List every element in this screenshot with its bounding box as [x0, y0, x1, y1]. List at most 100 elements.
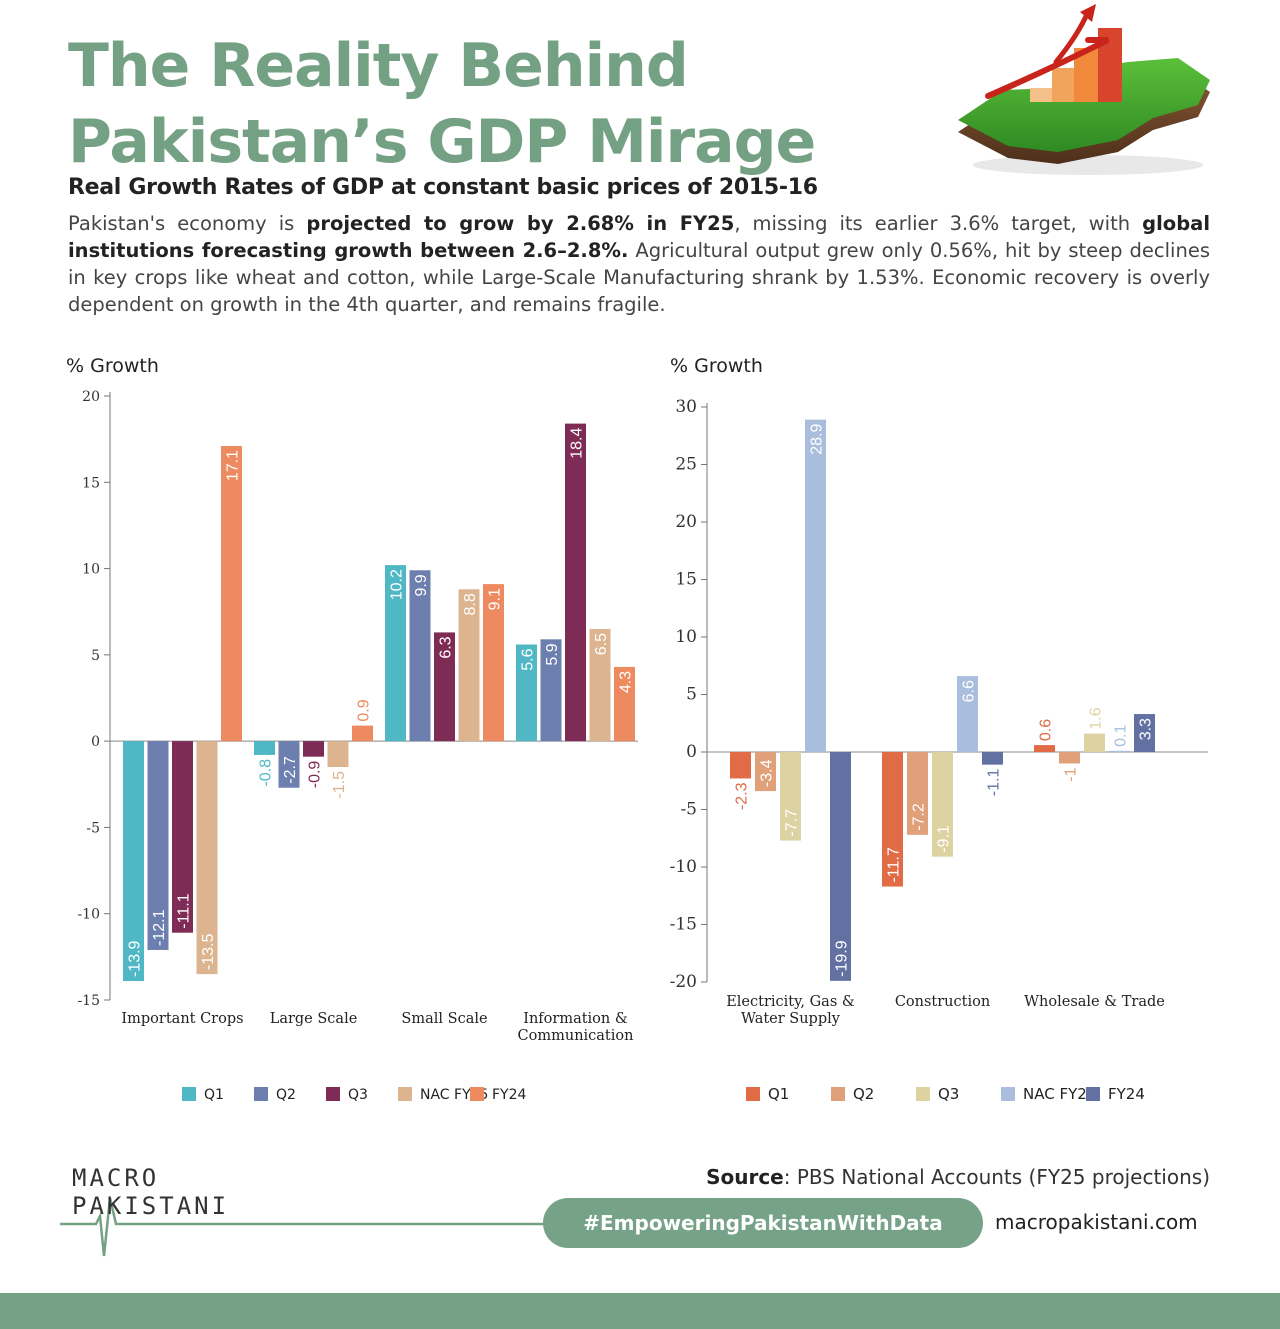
y-tick-label: 20: [675, 512, 697, 532]
bar-important-crops-q1: [123, 741, 144, 982]
data-label: 9.9: [413, 574, 430, 596]
data-label: -9.1: [936, 825, 953, 853]
bar-wholesale-trade-nac-fy25: [1109, 750, 1130, 752]
legend-swatch-nac-fy25: [398, 1087, 412, 1101]
data-label: 0.9: [356, 699, 373, 721]
y-tick-label: 0: [91, 734, 100, 750]
y-tick-label: -5: [680, 800, 697, 820]
y-tick-label: 10: [82, 562, 100, 578]
bar-small-scale-q2: [409, 570, 431, 742]
data-label: 6.3: [438, 636, 455, 658]
data-label: -3.4: [759, 759, 776, 787]
data-label: 18.4: [569, 428, 586, 459]
y-tick-label: -5: [86, 820, 100, 836]
bar-chart-right: % Growth 30 25 20 15 10 5 0 -5 -10 -15 -20 -2.3 -3.4 -…: [670, 355, 1208, 1103]
y-tick-label: 15: [82, 475, 100, 491]
data-label: -11.7: [886, 847, 903, 882]
legend-label: Q1: [204, 1087, 224, 1103]
data-label: -19.9: [834, 940, 851, 977]
source-note: Source: PBS National Accounts (FY25 proj…: [706, 1165, 1210, 1189]
legend-label: Q2: [853, 1085, 874, 1103]
y-tick-label: -20: [670, 972, 697, 992]
y-tick-label: -10: [77, 907, 100, 923]
y-tick-label: -15: [670, 915, 697, 935]
data-label: 10.2: [389, 569, 406, 600]
bar-important-crops-q3: [172, 741, 193, 933]
bar-information-communication-nac-fy25: [589, 628, 611, 742]
data-label: -7.7: [784, 809, 801, 837]
data-label: 6.6: [961, 680, 978, 702]
bar-information-communication-fy24: [614, 666, 635, 742]
y-axis-label: % Growth: [66, 355, 159, 377]
bar-small-scale-fy24: [483, 584, 504, 742]
bar-electricity-gas-water-supply-q2: [755, 752, 776, 792]
footer-bar: [0, 1293, 1280, 1329]
website-link[interactable]: macropakistani.com: [995, 1210, 1198, 1234]
y-tick-label: 25: [675, 455, 697, 475]
data-label: -13.5: [200, 934, 217, 971]
title-line-1: The Reality Behind: [68, 31, 689, 101]
legend-swatch-q1: [746, 1087, 760, 1101]
source-text: : PBS National Accounts (FY25 projection…: [783, 1165, 1210, 1189]
intro-bold-2: global institutions forecasting growth b…: [68, 212, 1210, 262]
x-tick-label: Communication: [518, 1028, 634, 1044]
macro-pakistani-logo: [60, 1197, 550, 1257]
bar-small-scale-q1: [385, 565, 406, 742]
y-tick-label: 5: [91, 648, 100, 664]
data-label: -1: [1063, 767, 1080, 781]
legend-swatch-fy24: [470, 1087, 484, 1101]
bar-wholesale-trade-fy24: [1134, 714, 1155, 752]
legend-swatch-nac-fy25: [1001, 1087, 1015, 1101]
data-label: 0.6: [1038, 719, 1055, 741]
data-label: 17.1: [225, 450, 242, 481]
bar-large-scale-q1: [254, 741, 275, 755]
x-tick-label: Information &: [523, 1011, 628, 1027]
legend-swatch-q2: [254, 1087, 268, 1101]
bar-wholesale-trade-q1: [1034, 745, 1055, 752]
bar-electricity-gas-water-supply-q3: [780, 752, 801, 841]
bar-small-scale-q3: [434, 632, 455, 742]
logo-text-line-1: MACRO: [72, 1164, 160, 1192]
bar-construction-fy24: [982, 752, 1003, 765]
growth-illustration: [958, 4, 1210, 175]
data-label: 5.6: [520, 648, 537, 670]
bar-electricity-gas-water-supply-fy24: [830, 752, 851, 981]
source-label: Source: [706, 1165, 784, 1189]
data-label: -0.8: [258, 759, 275, 787]
logo-text-line-2: PAKISTANI: [72, 1192, 230, 1220]
data-label: 0.1: [1113, 725, 1130, 747]
bar-wholesale-trade-q3: [1084, 733, 1105, 752]
legend-label: Q1: [768, 1085, 789, 1103]
bar-information-communication-q3: [565, 423, 586, 742]
bar-important-crops-fy24: [221, 446, 242, 742]
intro-bold-1: projected to grow by 2.68% in FY25: [306, 212, 735, 235]
x-tick-label: Large Scale: [270, 1011, 358, 1027]
y-tick-label: 5: [686, 685, 697, 705]
legend-label: Q3: [938, 1085, 959, 1103]
legend-swatch-q1: [182, 1087, 196, 1101]
x-tick-label: Wholesale & Trade: [1024, 994, 1165, 1010]
bar-electricity-gas-water-supply-nac-fy25: [805, 419, 826, 752]
bar-construction-q1: [882, 752, 903, 887]
legend-label: FY24: [1108, 1085, 1145, 1103]
data-label: -13.9: [127, 940, 144, 977]
data-label: 6.5: [593, 633, 610, 655]
data-label: -2.3: [734, 782, 751, 810]
bar-large-scale-q3: [303, 741, 324, 757]
bar-important-crops-nac-fy25: [196, 741, 218, 975]
bar-information-communication-q1: [516, 644, 537, 742]
y-tick-label: 10: [675, 627, 697, 647]
legend-swatch-fy24: [1086, 1087, 1100, 1101]
bar-important-crops-q2: [147, 741, 169, 950]
x-tick-label: Construction: [895, 994, 990, 1010]
data-label: 1.6: [1088, 707, 1105, 729]
data-label: -0.9: [307, 761, 324, 789]
x-tick-label: Water Supply: [741, 1011, 841, 1027]
title-line-2: Pakistan’s GDP Mirage: [68, 107, 816, 177]
data-label: 8.8: [462, 593, 479, 615]
legend-label: Q3: [348, 1087, 368, 1103]
legend-label: Q2: [276, 1087, 296, 1103]
y-tick-label: 20: [82, 389, 100, 405]
bar-electricity-gas-water-supply-q1: [730, 752, 751, 779]
